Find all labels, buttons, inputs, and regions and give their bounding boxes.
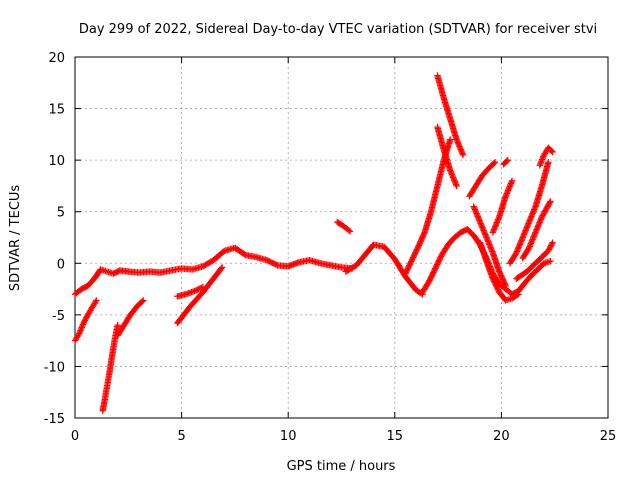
series-trace-track-q — [507, 160, 552, 266]
x-tick-label: 5 — [177, 429, 185, 444]
series-trace-track-e — [175, 265, 225, 326]
y-tick-label: 20 — [48, 51, 65, 66]
data-point-track-f — [199, 283, 207, 291]
series-trace-track-c — [99, 323, 121, 413]
series-trace-track-h — [343, 241, 425, 297]
data-point-track-b — [80, 319, 87, 327]
y-tick-label: 0 — [57, 257, 65, 272]
series-trace-track-n — [471, 204, 509, 288]
series-trace-track-u — [501, 157, 510, 167]
x-tick-label: 25 — [600, 429, 617, 444]
y-axis-label: SDTVAR / TECUs — [8, 185, 23, 292]
x-tick-label: 20 — [493, 429, 510, 444]
y-tick-label: -15 — [44, 412, 65, 427]
series-trace-track-b — [72, 298, 99, 343]
y-tick-label: -5 — [52, 309, 65, 324]
data-points — [71, 72, 556, 414]
series-trace-track-d — [115, 298, 146, 338]
axis-ticks: 0 5 10 15 20 25 -15 -10 -5 0 5 10 15 20 — [44, 51, 617, 444]
series-trace-track-a — [73, 245, 354, 297]
x-axis-label: GPS time / hours — [287, 459, 396, 474]
series-trace-track-p — [490, 178, 515, 235]
y-tick-label: 10 — [48, 154, 65, 169]
series-trace-track-l — [434, 125, 460, 188]
series-trace-track-o — [477, 240, 521, 304]
series-trace-track-s — [514, 240, 556, 282]
plot-frame — [74, 56, 609, 419]
series-trace-track-k — [434, 73, 466, 157]
y-tick-label: 5 — [57, 206, 65, 221]
x-tick-label: 15 — [387, 429, 404, 444]
y-tick-label: -10 — [44, 360, 65, 375]
chart-title: Day 299 of 2022, Sidereal Day-to-day VTE… — [79, 22, 597, 37]
series-trace-track-f — [175, 284, 205, 300]
series-trace-track-r — [520, 199, 553, 261]
x-tick-label: 0 — [71, 429, 79, 444]
series-trace-track-m — [467, 160, 498, 199]
series-trace-track-g — [335, 219, 352, 234]
x-tick-label: 10 — [280, 429, 297, 444]
grid — [75, 57, 608, 418]
y-tick-label: 15 — [48, 103, 65, 118]
series-trace-track-t — [537, 145, 555, 168]
data-point-track-s — [549, 239, 556, 246]
data-point-track-t — [536, 162, 543, 169]
